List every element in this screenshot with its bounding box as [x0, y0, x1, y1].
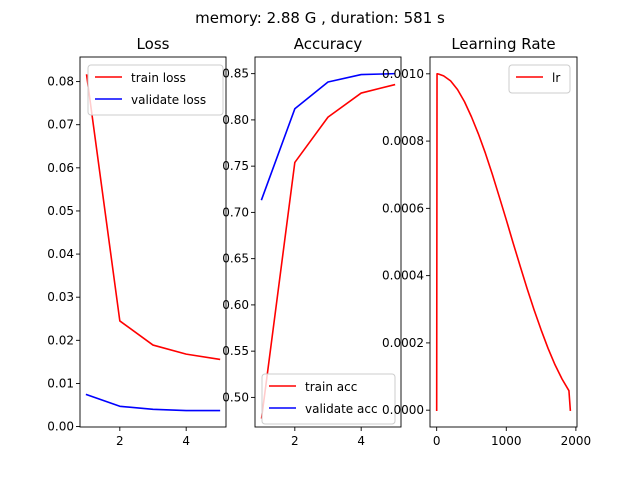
y-tick-label: 0.50: [222, 390, 249, 404]
y-tick-label: 0.08: [47, 75, 74, 89]
y-tick-label: 0.60: [222, 298, 249, 312]
y-tick-label: 0.75: [222, 159, 249, 173]
series-line-1: [260, 83, 396, 419]
y-tick-label: 0.70: [222, 205, 249, 219]
legend-label: validate loss: [131, 93, 206, 107]
y-tick-label: 0.0004: [382, 269, 424, 283]
x-tick-label: 2000: [561, 434, 592, 448]
y-tick-label: 0.0002: [382, 336, 424, 350]
y-tick-label: 0.0008: [382, 134, 424, 148]
y-tick-label: 0.65: [222, 252, 249, 266]
subplot-title: Loss: [137, 35, 170, 53]
axes-frame: [254, 56, 402, 428]
legend: train loss validate loss: [87, 64, 224, 116]
axes-frame: [79, 56, 227, 428]
subplot-2: Accuracy 2 4 0.50 0.55 0.60 0.65 0.70 0.75 0.80 0.…: [222, 35, 402, 448]
y-tick-label: 0.85: [222, 67, 249, 81]
y-tick-label: 0.00: [47, 420, 74, 434]
subplot-title: Learning Rate: [451, 35, 555, 53]
x-tick-label: 2: [291, 434, 299, 448]
y-tick-label: 0.01: [47, 376, 74, 390]
figure-suptitle: memory: 2.88 G , duration: 581 s: [195, 9, 445, 27]
y-tick-label: 0.0010: [382, 67, 424, 81]
legend: lr: [508, 64, 571, 94]
legend-label: train acc: [305, 380, 357, 394]
y-tick-label: 0.06: [47, 161, 74, 175]
series-line-1: [435, 73, 572, 412]
y-tick-label: 0.03: [47, 290, 74, 304]
series-line-1: [85, 74, 221, 361]
subplot-1: Loss 2 4 0.00 0.01 0.02 0.03 0.04 0.05 0.06 0.07 0.…: [47, 35, 227, 448]
legend-label: train loss: [131, 71, 186, 85]
legend-label: validate acc: [305, 402, 378, 416]
axes-frame: [429, 56, 578, 428]
series-line-2: [85, 393, 221, 412]
y-tick-label: 0.55: [222, 344, 249, 358]
x-tick-label: 4: [182, 434, 190, 448]
y-tick-label: 0.80: [222, 113, 249, 127]
y-tick-label: 0.0006: [382, 201, 424, 215]
subplot-3: Learning Rate 0 1000 2000 0.0000 0.0002 0.0004…: [382, 35, 591, 448]
subplot-title: Accuracy: [294, 35, 363, 53]
legend-label: lr: [552, 71, 560, 85]
legend-box: [508, 64, 571, 94]
legend: train acc validate acc: [261, 373, 396, 425]
x-tick-label: 2: [116, 434, 124, 448]
y-tick-label: 0.07: [47, 118, 74, 132]
y-tick-label: 0.04: [47, 247, 74, 261]
y-tick-label: 0.02: [47, 333, 74, 347]
x-tick-label: 4: [357, 434, 365, 448]
y-tick-label: 0.05: [47, 204, 74, 218]
series-line-2: [260, 72, 396, 201]
x-tick-label: 0: [433, 434, 441, 448]
x-tick-label: 1000: [491, 434, 522, 448]
y-tick-label: 0.0000: [382, 403, 424, 417]
